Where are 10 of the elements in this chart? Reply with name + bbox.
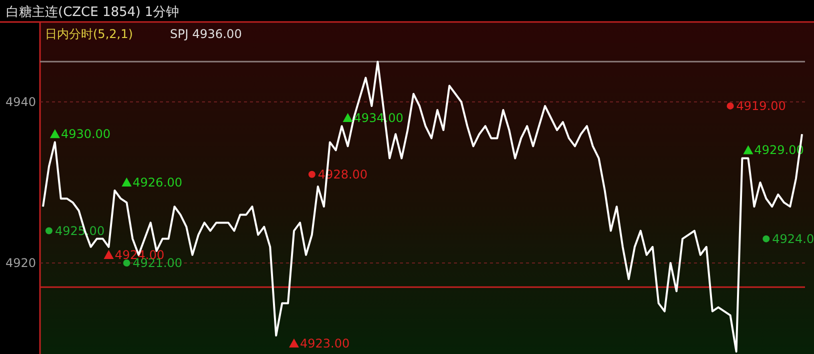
annotation: 4930.00 [60,127,111,142]
ytick: 4920 [5,256,36,270]
title: 白糖主连(CZCE 1854) 1分钟 [6,5,180,20]
annotation: 4923.00 [300,336,350,351]
annotation: 4919.00 [736,98,786,113]
annotation: 4924.0 [772,232,814,246]
annotation: SPJ 4936.00 [170,27,242,41]
subtitle: 日内分时(5,2,1) [45,27,133,41]
ytick: 4940 [5,94,36,109]
annotation: 4926.00 [132,175,182,190]
